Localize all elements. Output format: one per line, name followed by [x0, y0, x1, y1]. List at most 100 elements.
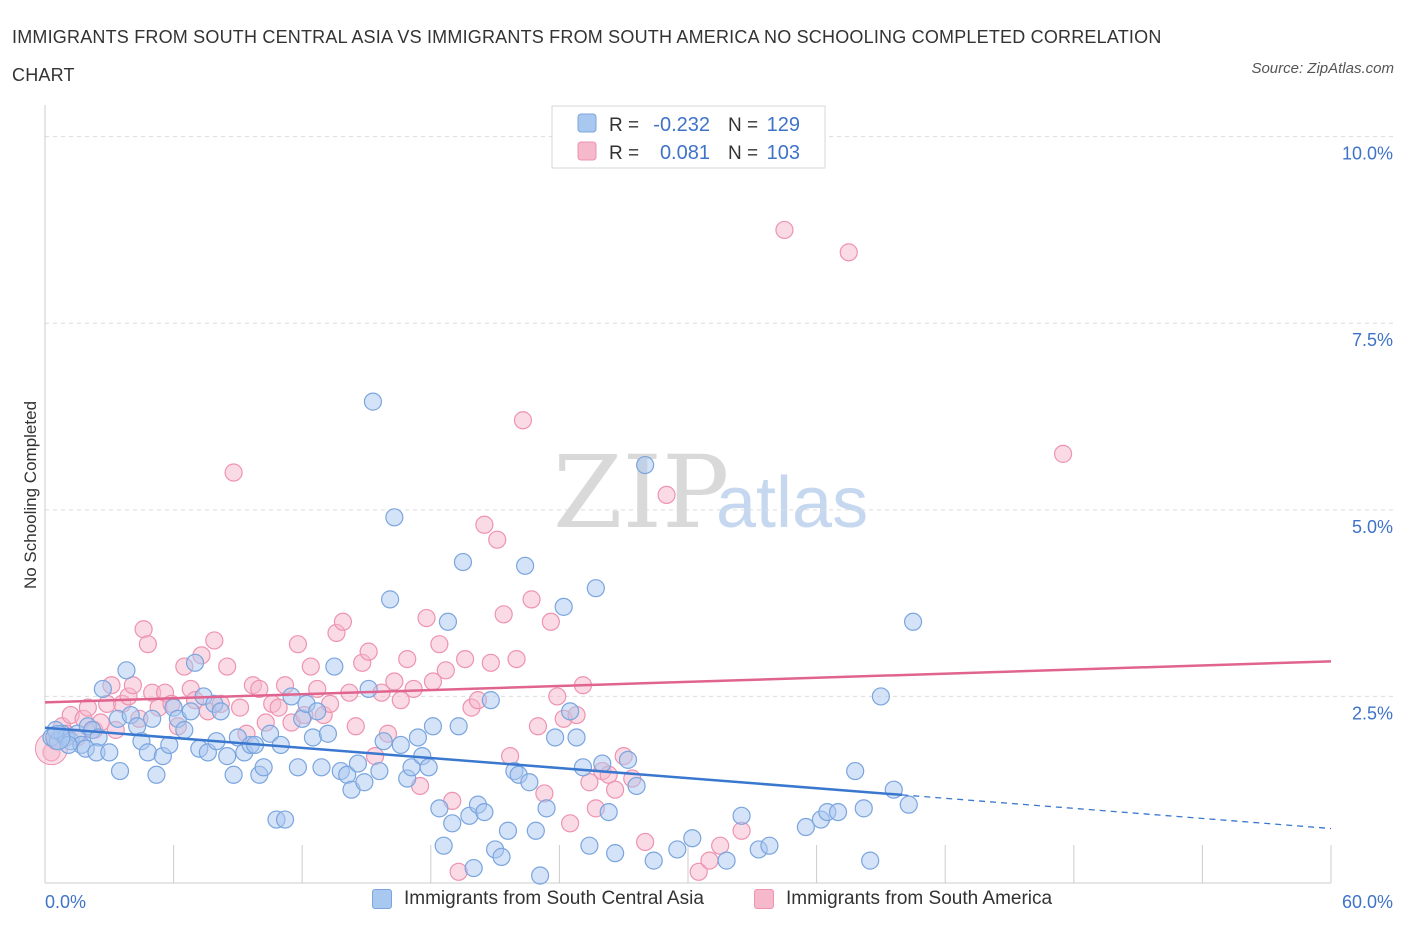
data-point-south-central-asia — [224, 765, 243, 784]
data-point-south-central-asia — [175, 720, 194, 740]
legend-item-south-america: Immigrants from South America — [754, 888, 1052, 910]
data-point-south-central-asia — [312, 758, 331, 777]
legend-n-value-pink: 103 — [767, 142, 800, 164]
data-point-south-central-asia — [288, 758, 308, 777]
data-point-south-central-asia — [434, 836, 453, 855]
legend-swatch-blue — [577, 113, 597, 133]
data-point-south-central-asia — [498, 821, 518, 840]
data-point-south-central-asia — [636, 455, 655, 475]
data-point-south-america — [385, 672, 404, 691]
data-point-south-central-asia — [627, 776, 646, 796]
data-point-south-america — [606, 780, 625, 799]
data-point-south-america — [218, 657, 237, 676]
data-point-south-central-asia — [110, 761, 130, 781]
data-point-south-central-asia — [325, 657, 344, 676]
data-point-south-america — [138, 635, 157, 654]
data-point-south-america — [522, 590, 541, 609]
watermark-zip: ZIP — [553, 434, 729, 551]
data-point-south-central-asia — [593, 754, 612, 773]
data-point-south-america — [449, 862, 468, 881]
data-point-south-central-asia — [117, 661, 136, 680]
data-point-south-central-asia — [380, 590, 400, 609]
data-point-south-central-asia — [359, 679, 378, 699]
data-point-south-america — [230, 698, 250, 717]
legend-label-south-central-asia: Immigrants from South Central Asia — [404, 888, 704, 909]
data-point-south-america — [488, 530, 507, 549]
data-point-south-central-asia — [363, 392, 383, 411]
data-point-south-central-asia — [260, 724, 280, 743]
data-point-south-america — [501, 747, 520, 766]
data-point-south-america — [689, 862, 708, 881]
chart-source: Source: ZipAtlas.com — [1251, 60, 1394, 77]
data-point-south-america — [775, 220, 794, 240]
data-point-south-central-asia — [668, 840, 687, 859]
data-point-south-central-asia — [385, 508, 404, 527]
data-point-south-central-asia — [308, 702, 327, 721]
chart-title: IMMIGRANTS FROM SOUTH CENTRAL ASIA VS IM… — [12, 27, 1162, 85]
y-axis-title: No Schooling Completed — [21, 401, 40, 589]
watermark-atlas: atlas — [716, 463, 868, 543]
trend-line-south-central-asia — [44, 726, 903, 797]
data-point-south-central-asia — [561, 702, 580, 721]
y-tick-label: 7.5% — [1352, 330, 1393, 350]
data-point-south-central-asia — [211, 702, 230, 721]
data-point-south-central-asia — [573, 758, 593, 777]
data-point-south-america — [224, 463, 243, 482]
data-point-south-central-asia — [492, 847, 511, 866]
data-point-south-america — [301, 657, 320, 676]
y-tick-label: 10.0% — [1342, 144, 1393, 164]
data-point-south-central-asia — [254, 758, 273, 777]
data-point-south-central-asia — [128, 717, 147, 736]
data-point-south-central-asia — [355, 773, 374, 792]
data-point-south-central-asia — [828, 802, 848, 822]
gridlines — [45, 136, 1393, 697]
data-point-south-central-asia — [438, 612, 458, 631]
data-point-south-america — [417, 608, 436, 628]
data-point-south-america — [507, 649, 526, 669]
data-point-south-central-asia — [45, 724, 71, 750]
data-point-south-central-asia — [554, 597, 573, 616]
data-point-south-central-asia — [546, 728, 565, 747]
legend-r-label-blue: R = — [609, 115, 639, 136]
data-point-south-central-asia — [796, 817, 815, 837]
data-point-south-central-asia — [275, 810, 295, 829]
data-point-south-central-asia — [861, 851, 880, 870]
data-point-south-america — [541, 612, 560, 631]
data-point-south-central-asia — [100, 743, 119, 762]
data-point-south-central-asia — [318, 724, 338, 743]
legend-n-label-pink: N = — [728, 143, 758, 164]
trend-line-south-america — [44, 660, 1332, 704]
data-point-south-central-asia — [618, 750, 638, 769]
data-point-south-central-asia — [303, 728, 323, 747]
data-point-south-america — [561, 814, 580, 833]
data-point-south-central-asia — [526, 821, 545, 840]
data-point-south-central-asia — [599, 802, 618, 822]
legend-frame — [551, 105, 826, 169]
series-south-central-asia-points — [42, 392, 923, 885]
legend-r-value-blue: -0.232 — [653, 114, 710, 136]
data-point-south-central-asia — [423, 717, 443, 736]
data-point-south-america — [528, 717, 548, 736]
data-point-south-america — [475, 515, 494, 534]
data-point-south-central-asia — [282, 687, 301, 706]
data-point-south-central-asia — [185, 653, 205, 672]
data-point-south-central-asia — [871, 687, 891, 706]
x-tick-label-min: 0.0% — [45, 892, 86, 912]
data-point-south-central-asia — [138, 743, 157, 762]
data-point-south-central-asia — [464, 858, 483, 878]
legend-n-value-blue: 129 — [767, 114, 800, 136]
data-point-south-central-asia — [683, 829, 702, 848]
data-point-south-america — [404, 679, 423, 699]
data-point-south-central-asia — [531, 866, 550, 885]
data-point-south-america — [333, 612, 353, 631]
legend-r-label-pink: R = — [609, 143, 639, 164]
data-point-south-central-asia — [453, 552, 473, 572]
data-point-south-america — [205, 631, 224, 650]
data-point-south-central-asia — [391, 735, 410, 755]
data-point-south-central-asia — [181, 702, 200, 721]
data-point-south-america — [134, 620, 153, 639]
data-point-south-central-asia — [586, 579, 605, 598]
y-tick-label: 2.5% — [1352, 703, 1393, 723]
trend-line-south-central-asia-extension — [902, 794, 1332, 830]
